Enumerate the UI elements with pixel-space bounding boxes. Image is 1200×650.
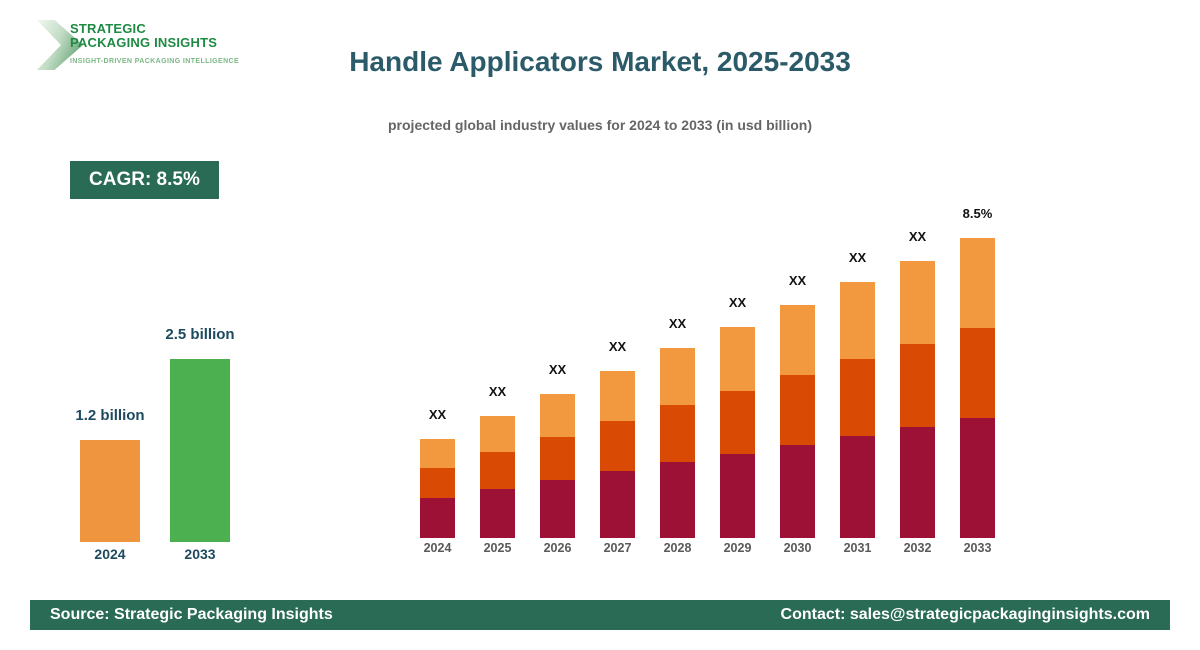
logo-line2: PACKAGING INSIGHTS xyxy=(70,35,218,50)
bar-2032-segment-bottom xyxy=(900,427,935,538)
x-axis-label-2031: 2031 xyxy=(843,541,872,555)
bar-2025-segment-bottom xyxy=(480,489,515,538)
bar-2033-segment-bottom xyxy=(960,418,995,538)
bar-2026-segment-top xyxy=(540,394,575,437)
bar-2027-segment-bottom xyxy=(600,471,635,538)
x-axis-label-2032: 2032 xyxy=(903,541,932,555)
bar-2027-segment-top xyxy=(600,371,635,421)
bar-2024-segment-middle xyxy=(420,468,455,498)
bar-2029-segment-top xyxy=(720,327,755,391)
mini-bar-value-label: 2.5 billion xyxy=(165,326,235,343)
x-axis-label-2033: 2033 xyxy=(963,541,992,555)
bar-2025-segment-middle xyxy=(480,452,515,489)
bar-2024-segment-top xyxy=(420,439,455,468)
x-axis-label-2026: 2026 xyxy=(543,541,572,555)
bar-2032-segment-middle xyxy=(900,344,935,427)
bar-2033-segment-middle xyxy=(960,328,995,418)
bar-2031-segment-top xyxy=(840,282,875,359)
cagr-badge: CAGR: 8.5% xyxy=(70,161,219,199)
bar-2029-segment-bottom xyxy=(720,454,755,538)
bar-2026-segment-middle xyxy=(540,437,575,480)
bar-2031-segment-middle xyxy=(840,359,875,436)
bar-2030-segment-middle xyxy=(780,375,815,445)
x-axis-label-2029: 2029 xyxy=(723,541,752,555)
footer-contact: Contact: sales@strategicpackaginginsight… xyxy=(780,606,1150,623)
mini-bar-2033 xyxy=(170,359,230,542)
x-axis-label-2028: 2028 xyxy=(663,541,692,555)
bar-2033-segment-top xyxy=(960,238,995,328)
bar-value-label-2026: XX xyxy=(548,362,567,377)
bar-2027-segment-middle xyxy=(600,421,635,471)
bar-value-label-2024: XX xyxy=(428,407,447,422)
bar-2028-segment-top xyxy=(660,348,695,405)
bar-2031-segment-bottom xyxy=(840,436,875,538)
bar-value-label-2029: XX xyxy=(728,295,747,310)
bar-value-label-2032: XX xyxy=(908,229,927,244)
footer-source: Source: Strategic Packaging Insights xyxy=(50,606,333,623)
bar-value-label-2028: XX xyxy=(668,316,687,331)
x-axis-label-2025: 2025 xyxy=(483,541,512,555)
bar-2029-segment-middle xyxy=(720,391,755,454)
bar-value-label-2027: XX xyxy=(608,339,627,354)
bar-2025-segment-top xyxy=(480,416,515,452)
page-subtitle: projected global industry values for 202… xyxy=(388,117,812,133)
mini-bar-2024 xyxy=(80,440,140,542)
bar-value-label-2025: XX xyxy=(488,384,507,399)
mini-x-axis-label: 2033 xyxy=(184,546,216,562)
bar-2026-segment-bottom xyxy=(540,480,575,538)
bar-value-label-2031: XX xyxy=(848,250,867,265)
bar-2032-segment-top xyxy=(900,261,935,344)
bar-2028-segment-bottom xyxy=(660,462,695,538)
logo-text: STRATEGIC PACKAGING INSIGHTS INSIGHT-DRI… xyxy=(70,21,330,66)
mini-bar-value-label: 1.2 billion xyxy=(75,407,145,424)
x-axis-label-2024: 2024 xyxy=(423,541,452,555)
x-axis-label-2027: 2027 xyxy=(603,541,632,555)
mini-x-axis-label: 2024 xyxy=(94,546,126,562)
bar-2030-segment-bottom xyxy=(780,445,815,538)
bar-2028-segment-middle xyxy=(660,405,695,462)
footer-bar: Source: Strategic Packaging Insights Con… xyxy=(30,600,1170,630)
logo-line1: STRATEGIC xyxy=(70,21,146,36)
bar-2030-segment-top xyxy=(780,305,815,375)
bar-value-label-2030: XX xyxy=(788,273,807,288)
x-axis-label-2030: 2030 xyxy=(783,541,812,555)
bar-value-label-2033: 8.5% xyxy=(962,206,993,221)
bar-2024-segment-bottom xyxy=(420,498,455,538)
logo-tagline: INSIGHT-DRIVEN PACKAGING INTELLIGENCE xyxy=(70,58,240,65)
page-title: Handle Applicators Market, 2025-2033 xyxy=(349,46,851,77)
